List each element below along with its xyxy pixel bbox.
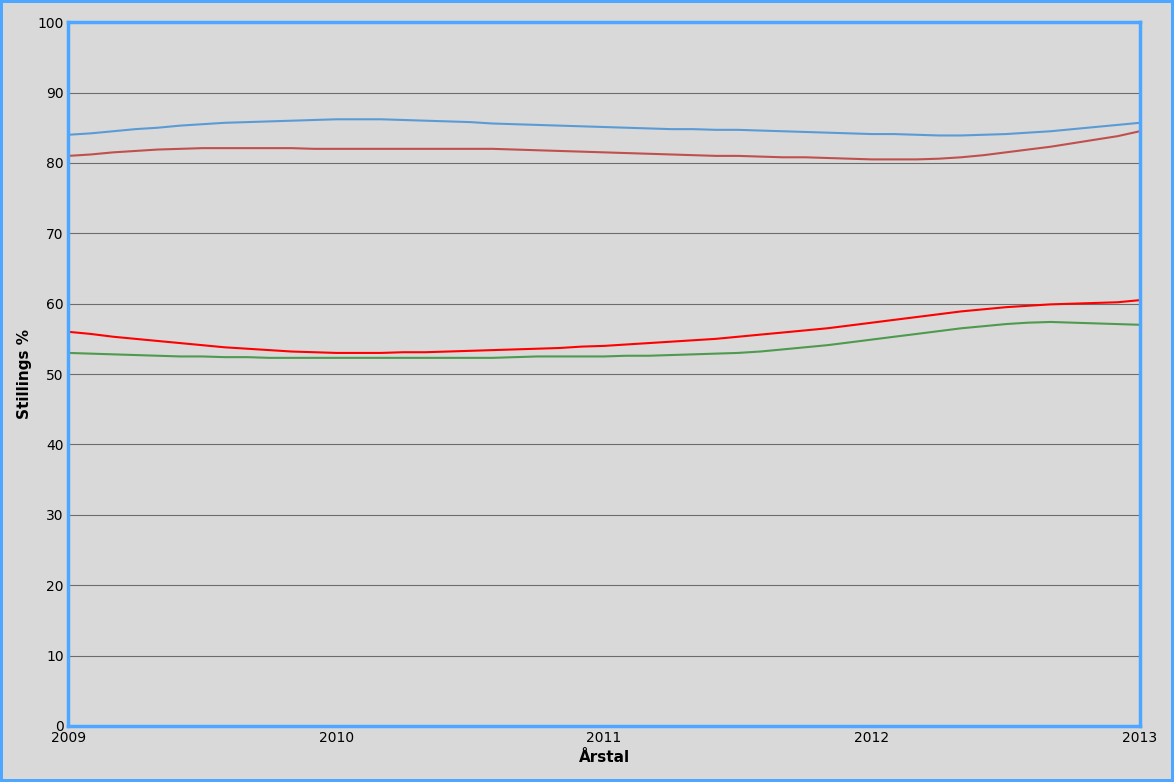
- X-axis label: Årstal: Årstal: [579, 751, 629, 766]
- Y-axis label: Stillings %: Stillings %: [16, 329, 32, 419]
